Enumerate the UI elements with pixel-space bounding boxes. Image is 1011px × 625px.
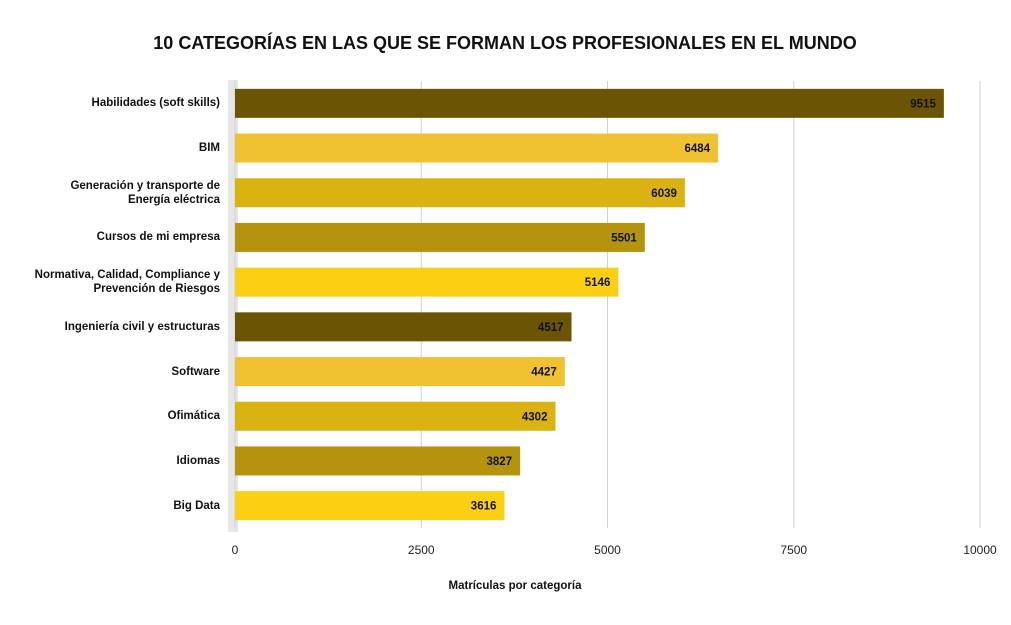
value-label: 4302: [522, 411, 548, 423]
y-tick-label: Habilidades (soft skills): [91, 97, 220, 110]
y-tick-label: BIM: [198, 142, 220, 155]
bar: [235, 401, 556, 431]
value-label: 4427: [531, 367, 557, 379]
value-label: 6484: [684, 143, 710, 155]
y-tick-label: Big Data: [173, 499, 220, 512]
y-tick-label: Cursos de mi empresa: [96, 231, 220, 244]
x-tick-label: 2500: [408, 543, 435, 557]
value-label: 4517: [538, 322, 564, 334]
y-tick-label: Idiomas: [176, 454, 220, 467]
x-tick-label: 10000: [963, 543, 997, 557]
y-tick-label: Ingeniería civil y estructuras: [64, 320, 220, 333]
y-tick-label: Software: [171, 365, 220, 378]
bar: [235, 267, 619, 297]
value-label: 3827: [487, 456, 513, 468]
y-tick-label: Generación y transporte de Energía eléct…: [70, 179, 220, 206]
bar: [235, 491, 505, 521]
y-tick-label: Normativa, Calidad, Compliance y Prevenc…: [34, 269, 220, 296]
value-label: 3616: [471, 501, 497, 513]
chart-title: 10 CATEGORÍAS EN LAS QUE SE FORMAN LOS P…: [153, 32, 856, 53]
plot-band: [228, 80, 238, 532]
bar: [235, 88, 944, 118]
bar: [235, 312, 572, 342]
bar: [235, 133, 719, 163]
x-tick-label: 7500: [780, 543, 807, 557]
value-label: 9515: [910, 98, 936, 110]
x-axis-title: Matrículas por categoría: [449, 580, 583, 592]
value-label: 5501: [611, 232, 637, 244]
bar: [235, 178, 685, 208]
bar: [235, 446, 521, 476]
bar: [235, 222, 645, 252]
x-tick-label: 0: [232, 543, 239, 557]
bar: [235, 357, 565, 387]
value-label: 6039: [651, 188, 677, 200]
value-label: 5146: [585, 277, 611, 289]
y-tick-label: Ofimática: [167, 410, 220, 423]
x-tick-label: 5000: [594, 543, 621, 557]
